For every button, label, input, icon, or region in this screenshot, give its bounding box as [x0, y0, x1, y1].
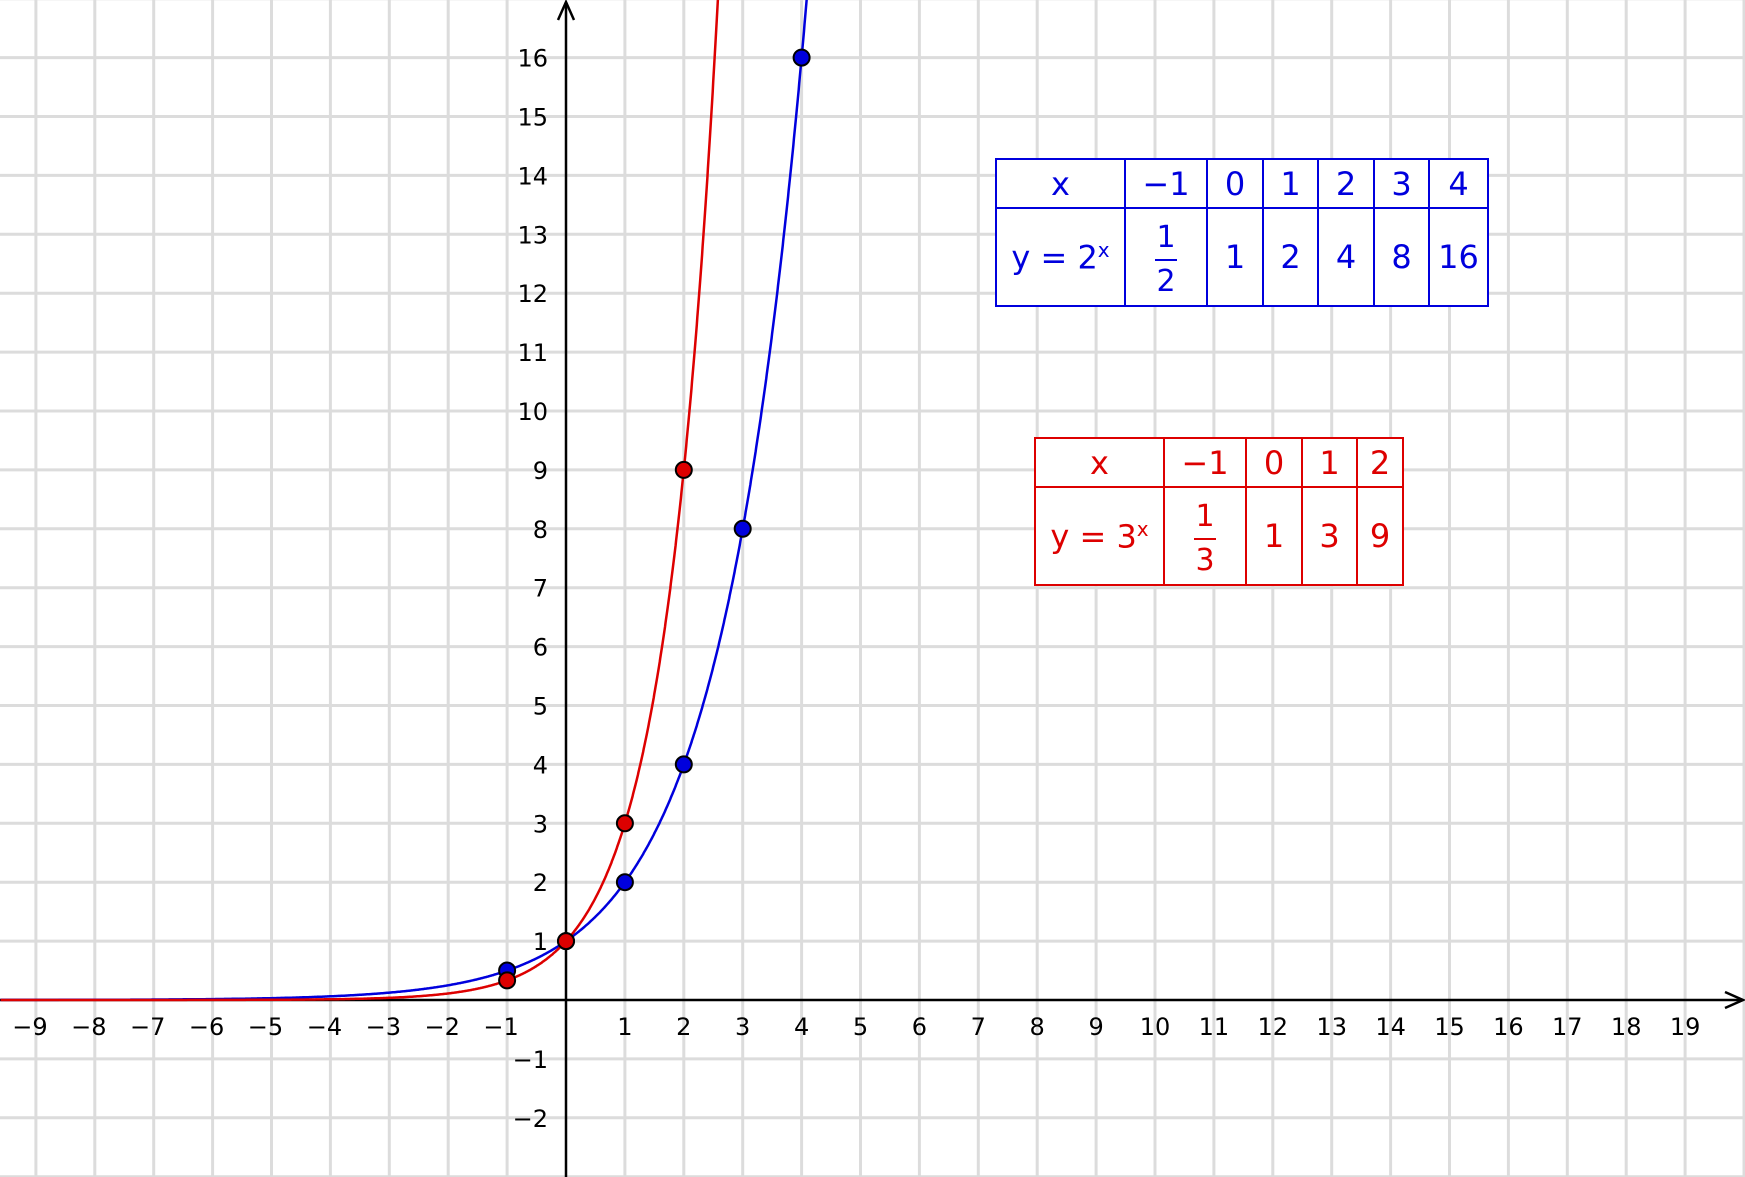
denominator: 3: [1195, 543, 1215, 578]
exponent: x: [1136, 516, 1149, 541]
y-tick-label: 12: [517, 280, 548, 308]
denominator: 2: [1156, 264, 1176, 299]
table-header-y: y = 3x: [1034, 486, 1165, 586]
x-tick-label: 12: [1258, 1013, 1289, 1041]
table-header-y: y = 2x: [995, 207, 1126, 307]
table-y-cell: 1: [1245, 486, 1303, 586]
data-point: [557, 932, 575, 951]
data-point: [615, 873, 634, 892]
table-x-cell: 2: [1317, 158, 1375, 209]
table-x-cell: 1: [1262, 158, 1319, 209]
x-tick-label: −8: [71, 1013, 106, 1041]
y-tick-label: 8: [533, 516, 548, 544]
table-x-cell: 1: [1301, 437, 1358, 488]
y-tick-label: 6: [533, 634, 548, 662]
y-tick-label: 4: [533, 751, 548, 779]
x-tick-label: 3: [735, 1013, 750, 1041]
x-tick-label: 8: [1030, 1013, 1045, 1041]
table-x-cell: 2: [1356, 437, 1404, 488]
table-x-cell: 0: [1245, 437, 1303, 488]
y-tick-label: 2: [533, 869, 548, 897]
numerator: 1: [1156, 220, 1176, 255]
table-y-cell: 3: [1301, 486, 1358, 586]
y-tick-label: 10: [517, 398, 548, 426]
y-tick-label: 9: [533, 457, 548, 485]
curve-2-pow-x: [0, 0, 808, 1002]
x-tick-label: −7: [130, 1013, 165, 1041]
curve-3-pow-x: [0, 0, 720, 1002]
data-point: [674, 755, 693, 774]
x-tick-label: 16: [1493, 1013, 1524, 1041]
x-tick-label: 5: [853, 1013, 868, 1041]
table-x-cell: 4: [1428, 158, 1489, 209]
x-tick-label: −6: [189, 1013, 224, 1041]
x-tick-label: 7: [971, 1013, 986, 1041]
x-tick-label: 9: [1088, 1013, 1103, 1041]
x-axis-arrow: [1724, 990, 1745, 1010]
y-tick-label: 1: [533, 928, 548, 956]
numerator: 1: [1195, 499, 1215, 534]
data-point: [498, 971, 517, 990]
y-tick-label: 11: [517, 339, 548, 367]
x-tick-label: 18: [1611, 1013, 1642, 1041]
x-tick-label: 17: [1552, 1013, 1583, 1041]
x-tick-label: 13: [1316, 1013, 1347, 1041]
function-label: y = 3: [1050, 517, 1137, 556]
y-axis-arrow: [556, 0, 576, 21]
x-tick-label: −4: [307, 1013, 342, 1041]
y-tick-label: 16: [517, 45, 548, 73]
x-tick-label: −9: [12, 1013, 47, 1041]
table-header-x: x: [995, 158, 1126, 209]
x-tick-label: 1: [617, 1013, 632, 1041]
x-tick-label: −3: [366, 1013, 401, 1041]
y-tick-label: 3: [533, 810, 548, 838]
y-tick-label: −1: [513, 1046, 548, 1074]
table-y-cell: 9: [1356, 486, 1404, 586]
y-tick-label: −2: [513, 1105, 548, 1133]
table-header-x: x: [1034, 437, 1165, 488]
table-y-cell: 1: [1206, 207, 1264, 307]
data-point: [615, 814, 634, 833]
x-tick-label: 19: [1670, 1013, 1701, 1041]
function-label: y = 2: [1011, 238, 1098, 277]
y-tick-label: 15: [517, 104, 548, 132]
table-y-cell: 8: [1373, 207, 1430, 307]
table-x-cell: −1: [1124, 158, 1208, 209]
y-tick-label: 5: [533, 693, 548, 721]
data-point: [674, 460, 693, 479]
y-tick-label: 13: [517, 221, 548, 249]
table-x-cell: 0: [1206, 158, 1264, 209]
x-tick-label: 4: [794, 1013, 809, 1041]
x-tick-label: −2: [425, 1013, 460, 1041]
x-tick-label: 2: [676, 1013, 691, 1041]
data-point: [733, 519, 752, 538]
x-tick-label: 11: [1199, 1013, 1230, 1041]
table-y-cell: 2: [1262, 207, 1319, 307]
table-y-cell: 16: [1428, 207, 1489, 307]
table-x-cell: 3: [1373, 158, 1430, 209]
data-point: [792, 48, 811, 67]
exponent: x: [1097, 237, 1110, 262]
x-tick-label: −1: [483, 1013, 518, 1041]
x-tick-label: 15: [1434, 1013, 1465, 1041]
x-tick-label: 14: [1375, 1013, 1406, 1041]
x-tick-label: −5: [248, 1013, 283, 1041]
x-tick-label: 10: [1140, 1013, 1171, 1041]
x-tick-label: 6: [912, 1013, 927, 1041]
table-x-cell: −1: [1163, 437, 1247, 488]
y-tick-label: 7: [533, 575, 548, 603]
y-tick-label: 14: [517, 162, 548, 190]
table-y-cell: 4: [1317, 207, 1375, 307]
